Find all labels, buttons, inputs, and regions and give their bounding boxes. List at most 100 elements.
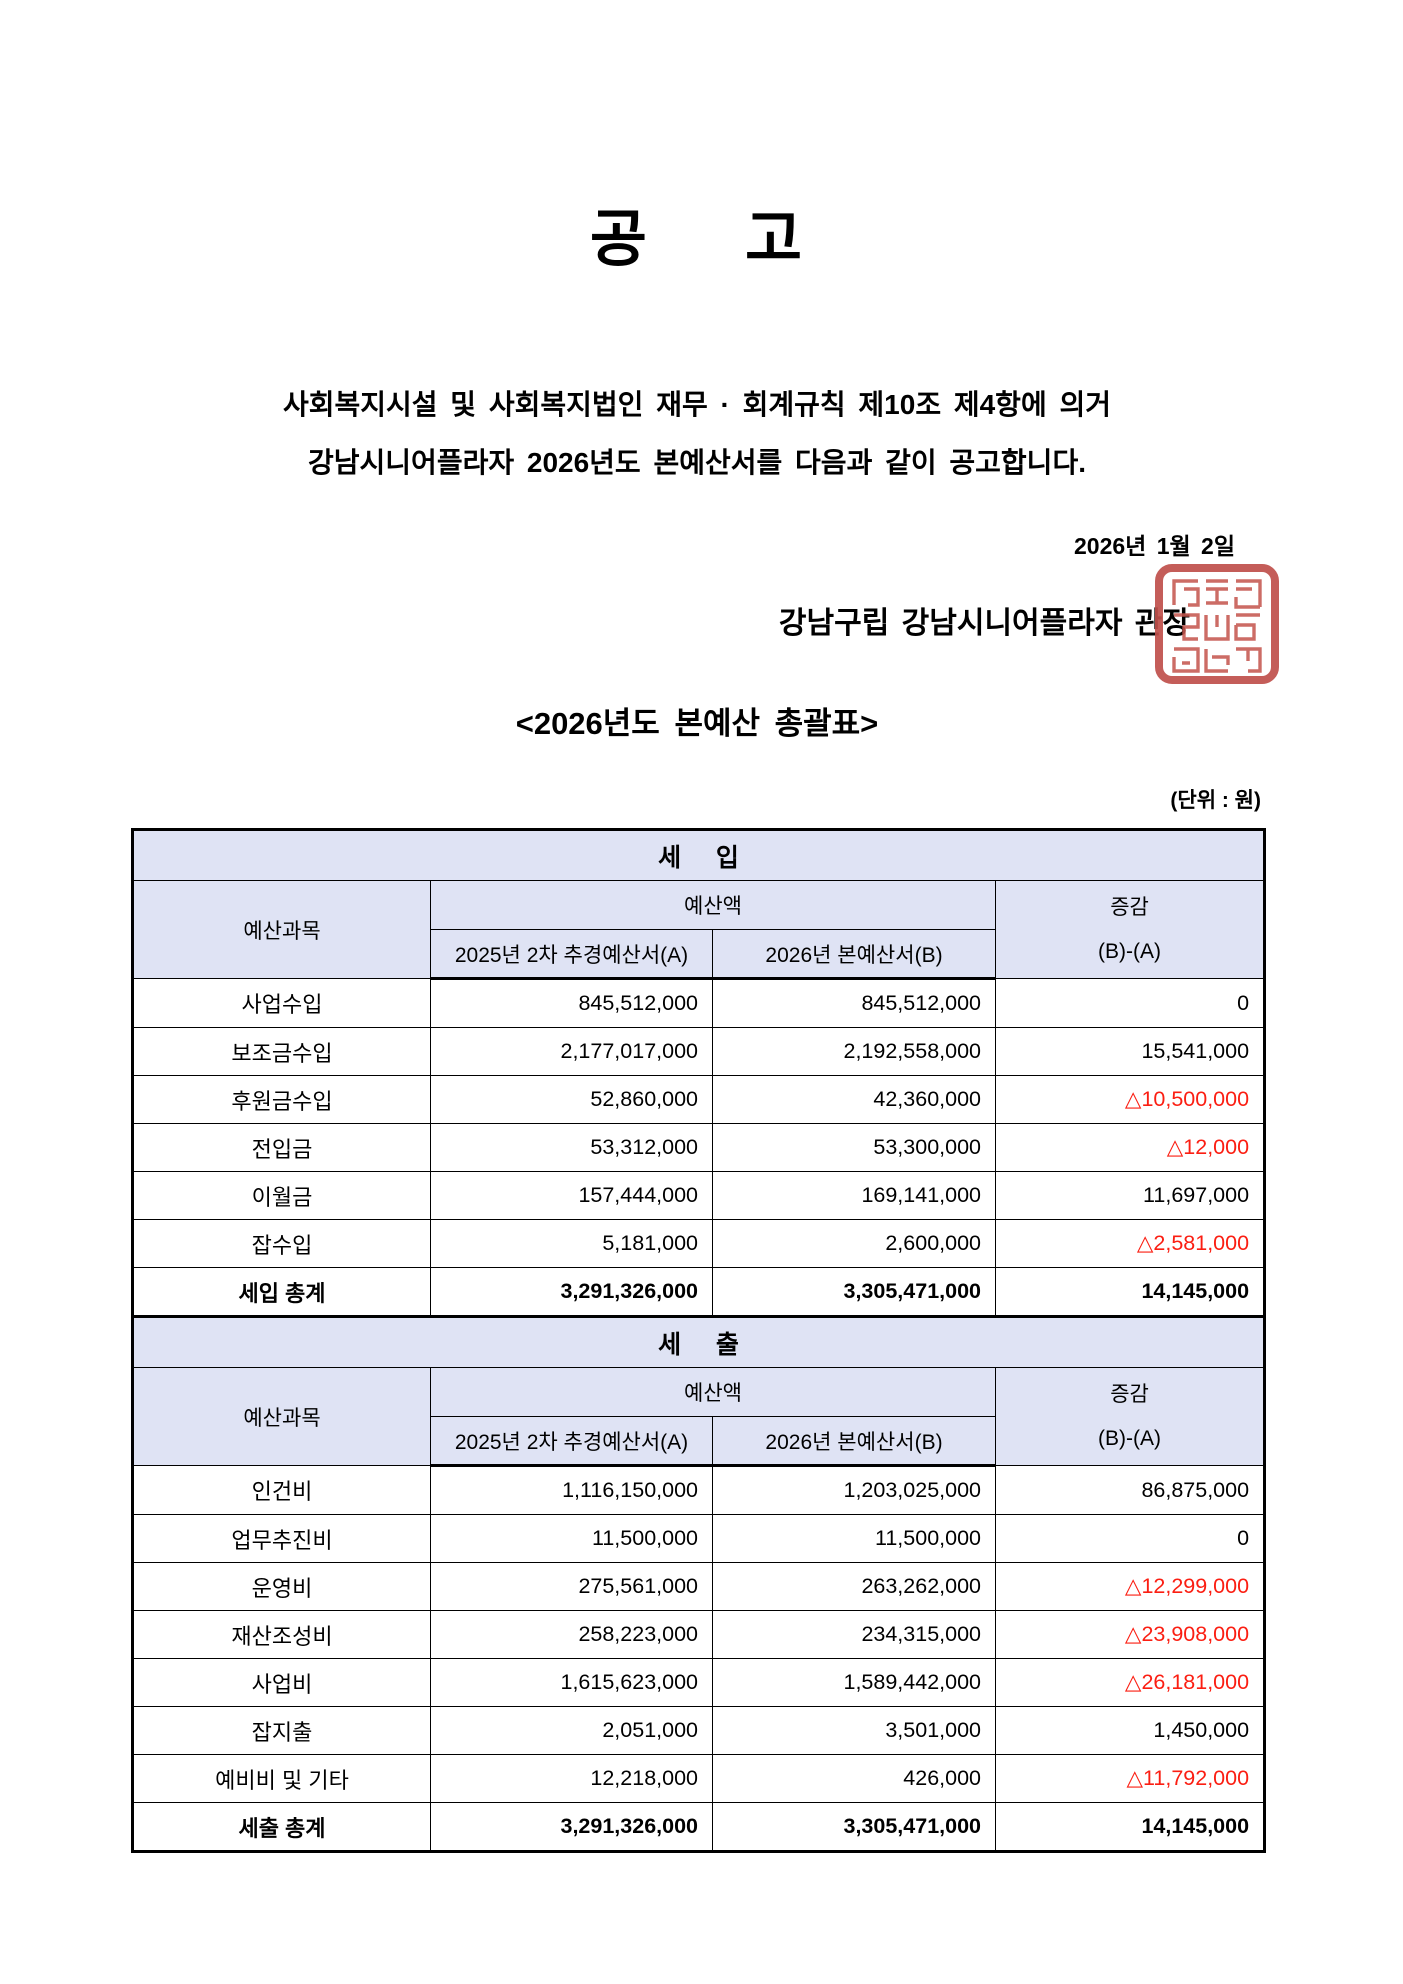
amount-b-cell: 3,501,000 bbox=[712, 1706, 996, 1755]
column-header-2026-budget: 2026년 본예산서(B) bbox=[712, 1416, 996, 1467]
item-name-cell: 예비비 및 기타 bbox=[132, 1754, 431, 1803]
amount-a-cell: 157,444,000 bbox=[430, 1171, 713, 1220]
table-row: 후원금수입 52,860,000 42,360,000 △10,500,000 bbox=[132, 1075, 1266, 1124]
signer-title: 강남구립 강남시니어플라자 관장 bbox=[778, 607, 1190, 640]
table-row: 사업수입 845,512,000 845,512,000 0 bbox=[132, 978, 1266, 1028]
amount-a-cell: 2,177,017,000 bbox=[430, 1027, 713, 1076]
table-row: 잡지출 2,051,000 3,501,000 1,450,000 bbox=[132, 1706, 1266, 1755]
item-name-cell: 잡지출 bbox=[132, 1706, 431, 1755]
item-name-cell: 후원금수입 bbox=[132, 1075, 431, 1124]
diff-cell: △12,000 bbox=[994, 1123, 1266, 1172]
item-name-cell: 재산조성비 bbox=[132, 1610, 431, 1659]
table-row: 운영비 275,561,000 263,262,000 △12,299,000 bbox=[132, 1562, 1266, 1611]
diff-cell: △12,299,000 bbox=[994, 1562, 1266, 1611]
total-diff-cell: 14,145,000 bbox=[994, 1267, 1266, 1318]
amount-a-cell: 52,860,000 bbox=[430, 1075, 713, 1124]
amount-a-cell: 845,512,000 bbox=[430, 978, 713, 1028]
item-name-cell: 사업수입 bbox=[132, 978, 431, 1028]
change-formula: (B)-(A) bbox=[1098, 1426, 1162, 1450]
total-amount-b-cell: 3,305,471,000 bbox=[712, 1267, 996, 1318]
expense-section-header-row: 세 출 bbox=[131, 1316, 1266, 1368]
amount-b-cell: 263,262,000 bbox=[712, 1562, 996, 1611]
total-amount-a-cell: 3,291,326,000 bbox=[430, 1802, 713, 1852]
diff-cell: 11,697,000 bbox=[994, 1171, 1266, 1220]
diff-cell: 0 bbox=[994, 1514, 1266, 1563]
total-amount-a-cell: 3,291,326,000 bbox=[430, 1267, 713, 1318]
item-name-cell: 잡수입 bbox=[132, 1219, 431, 1268]
budget-summary-table: 세 입 예산과목 예산액 증감 (B)-(A) 2025년 2차 추경예산서(A… bbox=[131, 828, 1267, 1853]
total-label-cell: 세입 총계 bbox=[132, 1267, 431, 1318]
diff-cell: △23,908,000 bbox=[994, 1610, 1266, 1659]
table-row: 예비비 및 기타 12,218,000 426,000 △11,792,000 bbox=[132, 1754, 1266, 1803]
expense-header-row-1: 예산과목 예산액 증감 (B)-(A) bbox=[132, 1367, 1266, 1466]
column-header-change: 증감 (B)-(A) bbox=[994, 1367, 1266, 1466]
amount-b-cell: 234,315,000 bbox=[712, 1610, 996, 1659]
column-header-item: 예산과목 bbox=[132, 880, 431, 979]
document-title: 공 고 bbox=[589, 205, 805, 274]
amount-a-cell: 258,223,000 bbox=[430, 1610, 713, 1659]
total-amount-b-cell: 3,305,471,000 bbox=[712, 1802, 996, 1852]
diff-cell: 1,450,000 bbox=[994, 1706, 1266, 1755]
amount-a-cell: 12,218,000 bbox=[430, 1754, 713, 1803]
column-header-amount: 예산액 bbox=[430, 1367, 996, 1417]
item-name-cell: 운영비 bbox=[132, 1562, 431, 1611]
amount-b-cell: 11,500,000 bbox=[712, 1514, 996, 1563]
diff-cell: △10,500,000 bbox=[994, 1075, 1266, 1124]
diff-cell: 0 bbox=[994, 978, 1266, 1028]
table-row: 인건비 1,116,150,000 1,203,025,000 86,875,0… bbox=[132, 1465, 1266, 1515]
amount-b-cell: 2,192,558,000 bbox=[712, 1027, 996, 1076]
amount-a-cell: 53,312,000 bbox=[430, 1123, 713, 1172]
item-name-cell: 이월금 bbox=[132, 1171, 431, 1220]
item-name-cell: 보조금수입 bbox=[132, 1027, 431, 1076]
column-header-change: 증감 (B)-(A) bbox=[994, 880, 1266, 979]
diff-cell: 86,875,000 bbox=[994, 1465, 1266, 1515]
diff-cell: 15,541,000 bbox=[994, 1027, 1266, 1076]
announcement-date: 2026년 1월 2일 bbox=[1073, 533, 1235, 559]
table-row: 업무추진비 11,500,000 11,500,000 0 bbox=[132, 1514, 1266, 1563]
table-row: 보조금수입 2,177,017,000 2,192,558,000 15,541… bbox=[132, 1027, 1266, 1076]
table-row: 재산조성비 258,223,000 234,315,000 △23,908,00… bbox=[132, 1610, 1266, 1659]
column-header-2026-budget: 2026년 본예산서(B) bbox=[712, 929, 996, 980]
amount-a-cell: 11,500,000 bbox=[430, 1514, 713, 1563]
intro-line-2: 강남시니어플라자 2026년도 본예산서를 다음과 같이 공고합니다. bbox=[308, 447, 1086, 478]
document-content: 공 고 사회복지시설 및 사회복지법인 재무 · 회계규칙 제10조 제4항에 … bbox=[131, 0, 1279, 1984]
amount-b-cell: 1,203,025,000 bbox=[712, 1465, 996, 1515]
item-name-cell: 업무추진비 bbox=[132, 1514, 431, 1563]
expense-total-row: 세출 총계 3,291,326,000 3,305,471,000 14,145… bbox=[132, 1802, 1266, 1852]
amount-a-cell: 1,116,150,000 bbox=[430, 1465, 713, 1515]
income-section-header-row: 세 입 bbox=[131, 829, 1266, 881]
amount-b-cell: 42,360,000 bbox=[712, 1075, 996, 1124]
change-label: 증감 bbox=[1110, 1382, 1149, 1406]
income-total-row: 세입 총계 3,291,326,000 3,305,471,000 14,145… bbox=[132, 1267, 1266, 1318]
amount-a-cell: 5,181,000 bbox=[430, 1219, 713, 1268]
change-label: 증감 bbox=[1110, 895, 1149, 919]
amount-b-cell: 1,589,442,000 bbox=[712, 1658, 996, 1707]
diff-cell: △11,792,000 bbox=[994, 1754, 1266, 1803]
official-red-seal-stamp bbox=[1155, 564, 1279, 684]
amount-b-cell: 2,600,000 bbox=[712, 1219, 996, 1268]
amount-b-cell: 169,141,000 bbox=[712, 1171, 996, 1220]
column-header-item: 예산과목 bbox=[132, 1367, 431, 1466]
table-row: 사업비 1,615,623,000 1,589,442,000 △26,181,… bbox=[132, 1658, 1266, 1707]
table-row: 잡수입 5,181,000 2,600,000 △2,581,000 bbox=[132, 1219, 1266, 1268]
amount-b-cell: 53,300,000 bbox=[712, 1123, 996, 1172]
column-header-amount: 예산액 bbox=[430, 880, 996, 930]
item-name-cell: 사업비 bbox=[132, 1658, 431, 1707]
diff-cell: △26,181,000 bbox=[994, 1658, 1266, 1707]
expense-header-row-2: 2025년 2차 추경예산서(A) 2026년 본예산서(B) bbox=[133, 1416, 1265, 1467]
diff-cell: △2,581,000 bbox=[994, 1219, 1266, 1268]
amount-a-cell: 2,051,000 bbox=[430, 1706, 713, 1755]
intro-paragraph: 사회복지시설 및 사회복지법인 재무 · 회계규칙 제10조 제4항에 의거 강… bbox=[131, 376, 1263, 492]
table-row: 이월금 157,444,000 169,141,000 11,697,000 bbox=[132, 1171, 1266, 1220]
column-header-2025-budget: 2025년 2차 추경예산서(A) bbox=[430, 929, 713, 980]
amount-a-cell: 275,561,000 bbox=[430, 1562, 713, 1611]
intro-line-1: 사회복지시설 및 사회복지법인 재무 · 회계규칙 제10조 제4항에 의거 bbox=[282, 389, 1112, 420]
unit-note: (단위 : 원) bbox=[1170, 789, 1261, 812]
budget-summary-subtitle: <2026년도 본예산 총괄표> bbox=[515, 706, 879, 741]
column-header-2025-budget: 2025년 2차 추경예산서(A) bbox=[430, 1416, 713, 1467]
total-diff-cell: 14,145,000 bbox=[994, 1802, 1266, 1852]
expense-section-title: 세 출 bbox=[131, 1316, 1266, 1368]
amount-b-cell: 845,512,000 bbox=[712, 978, 996, 1028]
income-header-row-2: 2025년 2차 추경예산서(A) 2026년 본예산서(B) bbox=[133, 929, 1265, 980]
